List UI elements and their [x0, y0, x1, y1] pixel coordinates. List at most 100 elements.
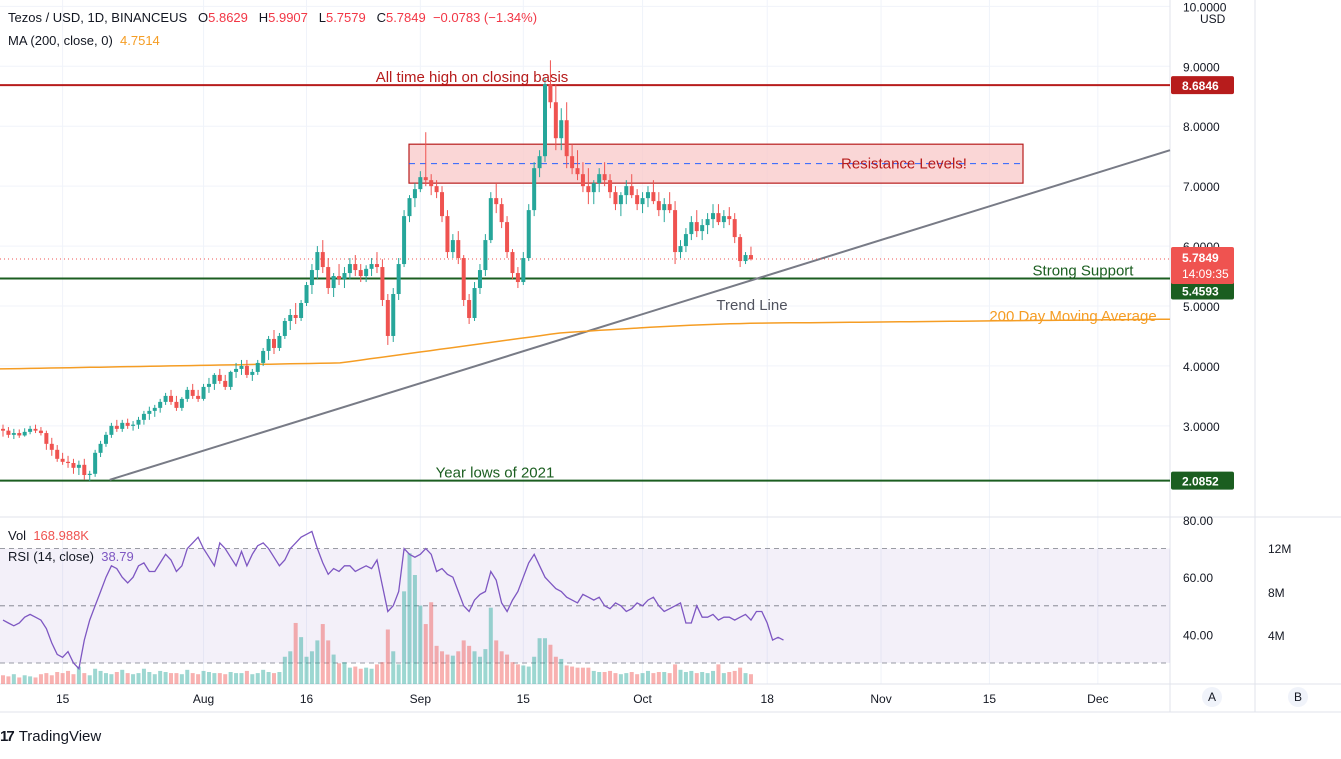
- scale-button-b[interactable]: B: [1288, 687, 1308, 707]
- candle-body: [440, 192, 445, 217]
- candle: [521, 252, 526, 286]
- price-tick-label: 3.0000: [1183, 420, 1220, 434]
- volume-bar: [705, 673, 710, 684]
- volume-bar: [732, 670, 737, 684]
- candle-body: [645, 192, 650, 199]
- candle-body: [602, 174, 607, 181]
- candle-body: [244, 365, 249, 375]
- volume-tick-label: 8M: [1268, 586, 1285, 600]
- volume-bar: [152, 674, 157, 684]
- vol-label: Vol: [8, 528, 27, 543]
- volume-bar: [488, 607, 493, 684]
- candle: [526, 204, 531, 262]
- scale-button-a[interactable]: A: [1202, 687, 1222, 707]
- volume-bar: [407, 553, 412, 684]
- candle: [120, 419, 125, 432]
- candle-body: [694, 222, 699, 232]
- volume-bar: [575, 667, 580, 684]
- candle-body: [667, 204, 672, 211]
- candle: [136, 416, 141, 429]
- tradingview-logo-icon: 17: [0, 728, 15, 745]
- rsi-tick-label: 60.00: [1183, 571, 1213, 585]
- candle-body: [33, 428, 38, 431]
- candle: [174, 395, 179, 411]
- candle: [705, 213, 710, 235]
- volume-bar: [174, 673, 179, 684]
- candle-body: [358, 270, 363, 277]
- time-tick-label: Sep: [410, 692, 432, 706]
- candle: [114, 419, 119, 432]
- candle-body: [564, 120, 569, 157]
- candle-body: [277, 335, 282, 348]
- ma-value: 4.7514: [120, 33, 160, 48]
- candle-body: [212, 374, 217, 384]
- candle-body: [624, 186, 629, 196]
- volume-bar: [1, 675, 5, 684]
- volume-bar: [228, 672, 233, 684]
- volume-bar: [44, 673, 49, 684]
- time-tick-label: Dec: [1087, 692, 1108, 706]
- volume-bar: [440, 651, 445, 684]
- candle: [320, 240, 325, 274]
- volume-bar: [212, 673, 217, 684]
- vol-header[interactable]: Vol 168.988K: [8, 528, 89, 543]
- candle: [618, 192, 623, 217]
- resistance-annotation: Resistance Levels!: [841, 156, 967, 173]
- candle-body: [217, 374, 222, 381]
- candle-body: [559, 120, 564, 139]
- candle-body: [66, 461, 71, 464]
- year-low-badge-bg: [1171, 471, 1234, 490]
- candle-body: [618, 195, 623, 205]
- candle: [656, 192, 661, 217]
- candle: [272, 329, 276, 354]
- volume-bar: [347, 667, 352, 684]
- candle: [169, 389, 174, 405]
- candle-body: [55, 449, 60, 459]
- candle: [673, 201, 678, 265]
- candle-body: [521, 258, 526, 283]
- candle: [337, 264, 342, 286]
- candle: [645, 186, 650, 208]
- time-tick-label: 15: [983, 692, 997, 706]
- volume-bar: [526, 666, 531, 684]
- candle: [299, 300, 304, 321]
- time-tick-label: 18: [761, 692, 775, 706]
- candle-body: [477, 270, 482, 289]
- candle-body: [38, 430, 43, 434]
- rsi-header[interactable]: RSI (14, close) 38.79: [8, 549, 134, 564]
- volume-bar: [98, 670, 103, 684]
- volume-bar: [11, 674, 16, 684]
- ma-header[interactable]: MA (200, close, 0) 4.7514: [8, 33, 160, 48]
- volume-bar: [477, 656, 482, 684]
- volume-bar: [580, 667, 585, 684]
- volume-bar: [6, 676, 11, 684]
- candle: [250, 368, 255, 381]
- candle: [98, 440, 103, 458]
- candle-body: [716, 213, 721, 223]
- tradingview-brand[interactable]: 17 TradingView: [0, 728, 101, 745]
- candle-body: [505, 222, 510, 253]
- candle: [640, 192, 645, 214]
- candle-body: [412, 189, 417, 199]
- volume-bar: [196, 674, 201, 684]
- ath-badge: 8.6846: [1182, 79, 1219, 93]
- open-value: 5.8629: [208, 10, 248, 25]
- volume-bar: [125, 673, 130, 684]
- volume-bar: [402, 591, 407, 684]
- volume-bar: [255, 673, 260, 684]
- candle: [304, 282, 309, 306]
- volume-bar: [55, 672, 60, 684]
- candle-body: [396, 264, 401, 295]
- volume-bar: [396, 664, 401, 684]
- candle: [364, 265, 369, 283]
- candle-body: [255, 362, 260, 372]
- volume-bar: [499, 651, 504, 684]
- candle-body: [17, 433, 22, 436]
- candle-body: [103, 434, 108, 444]
- volume-bar: [635, 674, 640, 684]
- price-tick-label: 10.0000: [1183, 0, 1227, 14]
- volume-bar: [337, 663, 342, 684]
- candle-body: [369, 264, 374, 269]
- scale-button-label: A: [1208, 690, 1216, 704]
